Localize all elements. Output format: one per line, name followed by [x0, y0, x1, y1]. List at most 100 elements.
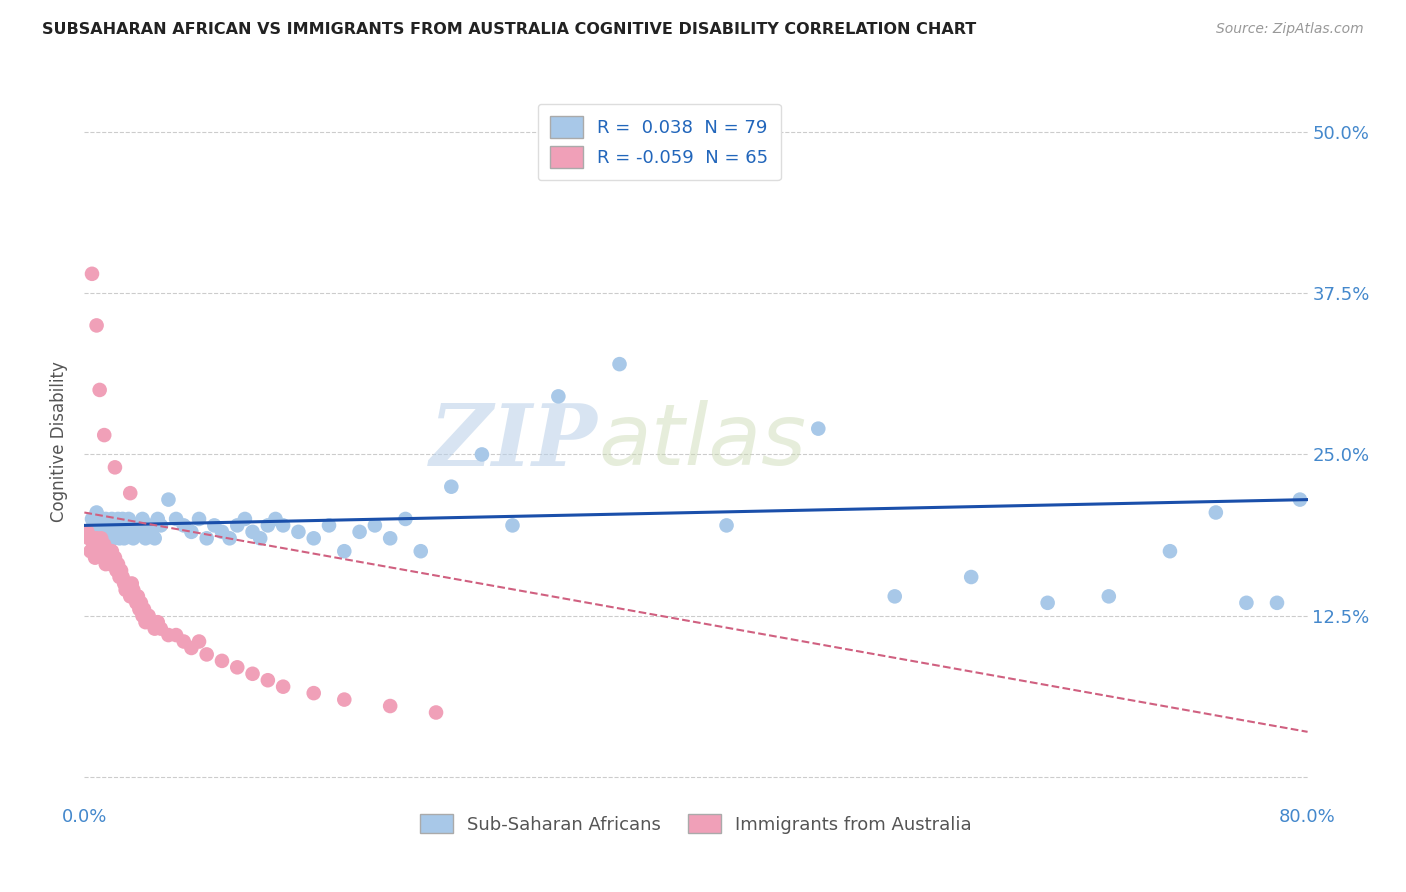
- Point: [120, 486, 142, 500]
- Point: [271, 518, 294, 533]
- Point: [380, 699, 402, 714]
- Point: [165, 628, 187, 642]
- Point: [94, 512, 117, 526]
- Point: [211, 524, 233, 539]
- Point: [96, 524, 118, 539]
- Point: [218, 531, 240, 545]
- Point: [1205, 506, 1227, 520]
- Point: [118, 582, 141, 597]
- Point: [112, 576, 135, 591]
- Point: [149, 518, 172, 533]
- Point: [188, 512, 211, 526]
- Point: [93, 428, 115, 442]
- Point: [115, 524, 138, 539]
- Point: [1036, 596, 1059, 610]
- Point: [118, 512, 141, 526]
- Point: [364, 518, 387, 533]
- Point: [333, 692, 356, 706]
- Point: [105, 524, 128, 539]
- Point: [180, 640, 202, 655]
- Point: [83, 538, 105, 552]
- Point: [264, 512, 287, 526]
- Point: [105, 564, 128, 578]
- Point: [180, 524, 202, 539]
- Point: [124, 590, 146, 604]
- Point: [141, 524, 163, 539]
- Point: [135, 615, 157, 630]
- Point: [173, 518, 195, 533]
- Point: [1159, 544, 1181, 558]
- Point: [883, 590, 905, 604]
- Point: [609, 357, 631, 371]
- Point: [104, 550, 127, 565]
- Point: [89, 383, 111, 397]
- Point: [242, 524, 264, 539]
- Point: [96, 544, 118, 558]
- Point: [93, 518, 115, 533]
- Point: [1098, 590, 1121, 604]
- Point: [86, 506, 108, 520]
- Point: [257, 673, 280, 688]
- Point: [138, 608, 160, 623]
- Point: [157, 492, 180, 507]
- Point: [120, 518, 142, 533]
- Point: [94, 557, 117, 571]
- Point: [84, 550, 107, 565]
- Text: SUBSAHARAN AFRICAN VS IMMIGRANTS FROM AUSTRALIA COGNITIVE DISABILITY CORRELATION: SUBSAHARAN AFRICAN VS IMMIGRANTS FROM AU…: [42, 22, 976, 37]
- Point: [87, 518, 110, 533]
- Point: [302, 686, 325, 700]
- Point: [211, 654, 233, 668]
- Point: [107, 512, 129, 526]
- Point: [143, 622, 166, 636]
- Point: [226, 518, 249, 533]
- Point: [80, 267, 103, 281]
- Point: [110, 518, 132, 533]
- Point: [104, 460, 127, 475]
- Point: [471, 447, 494, 461]
- Point: [110, 564, 132, 578]
- Point: [1265, 596, 1288, 610]
- Point: [121, 576, 143, 591]
- Point: [202, 518, 225, 533]
- Point: [90, 512, 112, 526]
- Point: [128, 602, 150, 616]
- Point: [79, 544, 101, 558]
- Point: [97, 531, 120, 545]
- Point: [86, 531, 108, 545]
- Point: [114, 582, 136, 597]
- Point: [287, 524, 309, 539]
- Point: [195, 531, 218, 545]
- Point: [104, 518, 127, 533]
- Point: [97, 550, 120, 565]
- Point: [84, 531, 107, 545]
- Point: [138, 518, 160, 533]
- Point: [93, 538, 115, 552]
- Point: [131, 608, 153, 623]
- Point: [122, 582, 145, 597]
- Point: [960, 570, 983, 584]
- Point: [1289, 492, 1312, 507]
- Point: [173, 634, 195, 648]
- Point: [90, 531, 112, 545]
- Point: [233, 512, 256, 526]
- Point: [165, 512, 187, 526]
- Point: [807, 422, 830, 436]
- Point: [111, 570, 134, 584]
- Point: [547, 389, 569, 403]
- Text: ZIP: ZIP: [430, 400, 598, 483]
- Point: [103, 531, 125, 545]
- Point: [101, 512, 124, 526]
- Point: [89, 544, 111, 558]
- Point: [87, 538, 110, 552]
- Point: [188, 634, 211, 648]
- Point: [249, 531, 271, 545]
- Point: [146, 615, 169, 630]
- Point: [129, 596, 152, 610]
- Point: [80, 512, 103, 526]
- Point: [122, 531, 145, 545]
- Point: [120, 590, 142, 604]
- Point: [242, 666, 264, 681]
- Point: [114, 518, 136, 533]
- Point: [91, 544, 114, 558]
- Point: [425, 706, 447, 720]
